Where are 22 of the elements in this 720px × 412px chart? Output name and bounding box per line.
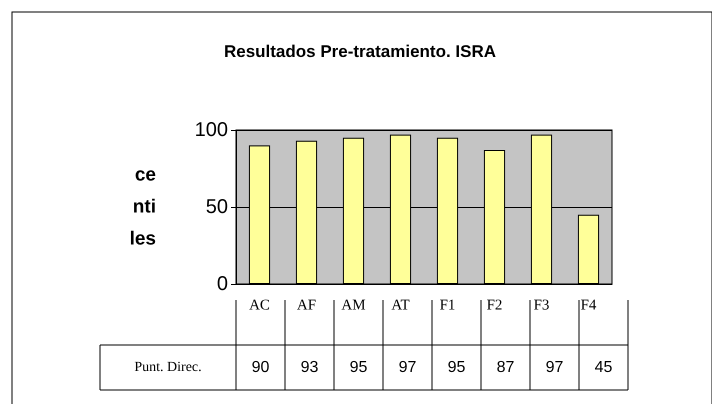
x-tick-label: AF (296, 298, 316, 314)
x-tick-label: F4 (580, 298, 597, 314)
data-label: 97 (546, 359, 564, 376)
data-label: 95 (448, 359, 466, 376)
chart-title: Resultados Pre-tratamiento. ISRA (224, 42, 496, 61)
data-label: 90 (252, 359, 270, 376)
x-tick-label: AM (341, 298, 366, 314)
data-label: 87 (496, 359, 514, 376)
x-tick-label: AT (391, 298, 410, 314)
y-axis-title: ce nti les (130, 164, 156, 250)
y-tick-label: 50 (206, 196, 228, 218)
text: Punt. Direc. (134, 360, 202, 375)
x-tick-label: AC (249, 298, 270, 314)
x-tick-label: F1 (440, 298, 456, 314)
data-label: 95 (350, 359, 368, 376)
data-label: 45 (594, 359, 612, 376)
data-label: 97 (398, 359, 416, 376)
y-tick-label: 100 (194, 119, 228, 141)
x-tick-label: F2 (486, 298, 502, 314)
y-tick-label: 0 (216, 273, 228, 295)
data-label: 93 (300, 359, 318, 376)
x-tick-label: F3 (534, 298, 550, 314)
